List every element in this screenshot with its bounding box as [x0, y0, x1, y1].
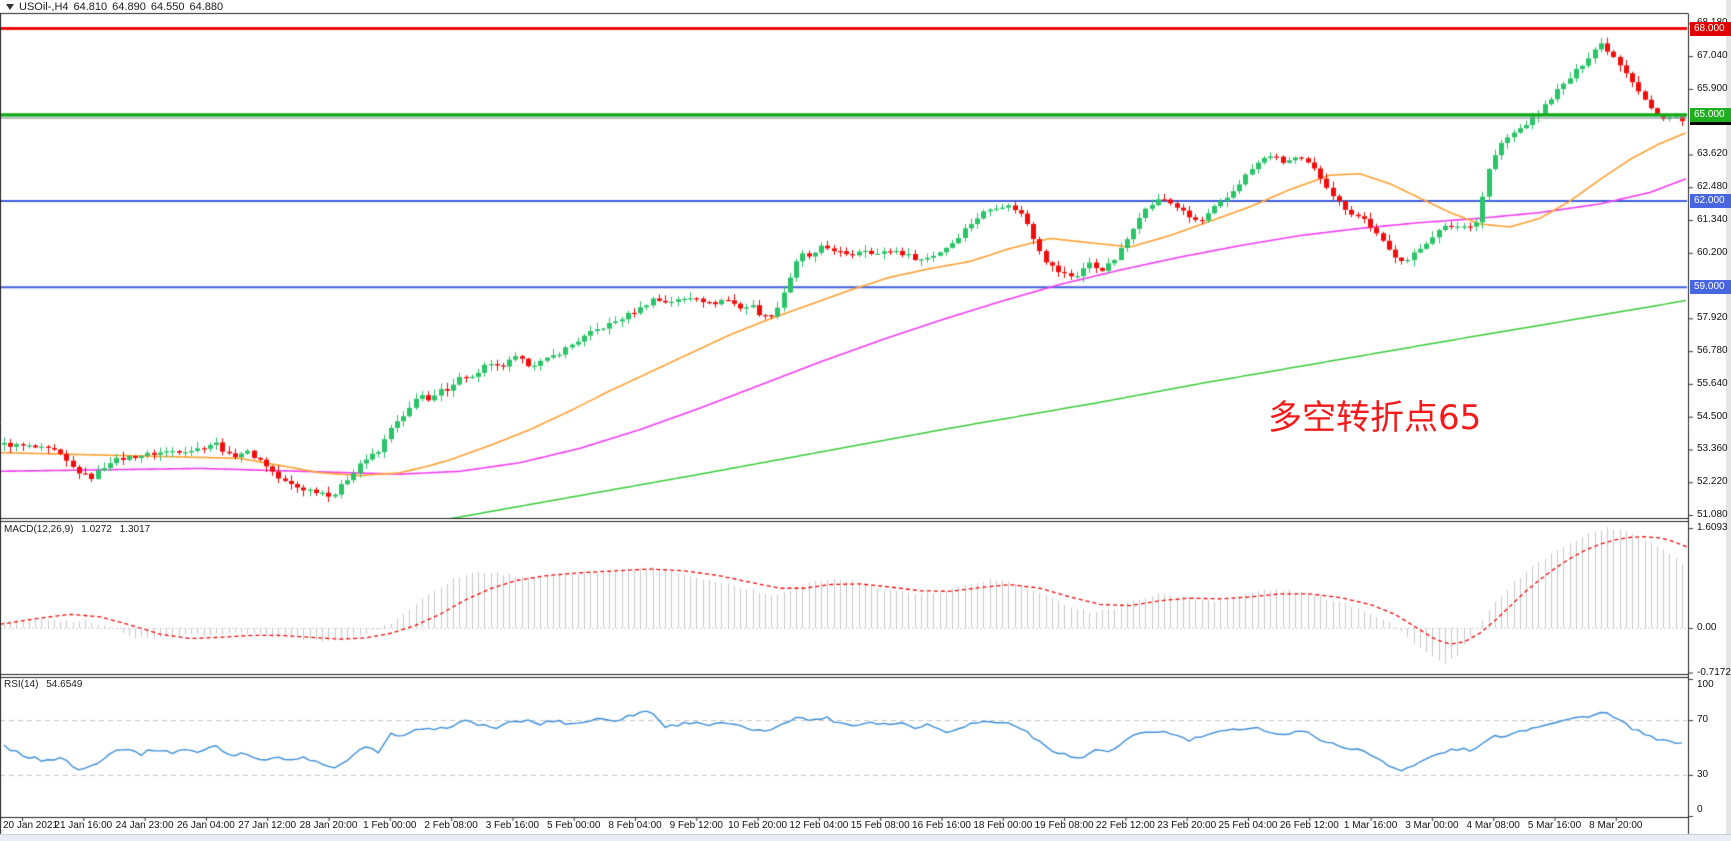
price-axis-label: 65.900	[1697, 82, 1728, 94]
rsi-title: RSI(14)	[4, 679, 39, 690]
price-axis-label: 52.220	[1697, 476, 1728, 488]
date-axis-label: 26 Jan 04:00	[176, 820, 235, 831]
text-annotation: 多空转折点65	[1268, 398, 1482, 438]
price-axis-label: 61.340	[1697, 214, 1728, 226]
date-axis-label: 22 Feb 12:00	[1095, 820, 1155, 831]
date-axis-label: 8 Feb 04:00	[608, 820, 662, 831]
date-axis-label: 20 Jan 2021	[3, 820, 59, 831]
bottom-edge-strip	[0, 834, 1731, 841]
symbol-dropdown-icon[interactable]	[6, 3, 14, 10]
date-axis-label: 8 Mar 20:00	[1589, 820, 1643, 831]
rsi-axis-label: 100	[1697, 679, 1714, 690]
date-axis-label: 23 Feb 20:00	[1157, 820, 1217, 831]
ohlc-low: 64.550	[150, 0, 185, 13]
date-axis-label: 10 Feb 20:00	[728, 820, 788, 831]
date-axis-label: 5 Feb 00:00	[547, 820, 601, 831]
price-axis-label: 67.040	[1697, 50, 1728, 62]
date-axis-label: 18 Feb 00:00	[973, 820, 1033, 831]
price-axis-label: 57.920	[1697, 312, 1728, 324]
price-axis-label: 53.360	[1697, 443, 1728, 455]
date-axis-label: 3 Mar 00:00	[1405, 820, 1459, 831]
price-axis-label: 51.080	[1697, 509, 1728, 520]
price-axis-label: 62.480	[1697, 181, 1728, 193]
price-badge-68000: 68.000	[1690, 21, 1731, 36]
rsi-axis-label: 70	[1697, 714, 1709, 726]
symbol-period-label: USOil-,H4	[19, 0, 69, 13]
right-edge-strip	[1726, 0, 1731, 841]
date-axis-label: 1 Feb 00:00	[363, 820, 417, 831]
rsi-axis-label: 0	[1697, 804, 1703, 815]
price-badge-65000: 65.000	[1690, 107, 1731, 122]
rsi-indicator-header: RSI(14) 54.6549	[4, 679, 87, 690]
date-axis-label: 21 Jan 16:00	[54, 820, 113, 831]
macd-title: MACD(12,26,9)	[4, 524, 74, 535]
ohlc-close: 64.880	[189, 0, 224, 13]
rsi-axis-label: 30	[1697, 768, 1709, 780]
date-axis-label: 24 Jan 23:00	[115, 820, 174, 831]
price-badge-62000: 62.000	[1690, 194, 1731, 209]
date-axis-label: 28 Jan 20:00	[299, 820, 358, 831]
date-axis-label: 15 Feb 08:00	[850, 820, 910, 831]
date-axis-label: 27 Jan 12:00	[238, 820, 297, 831]
date-axis-label: 3 Feb 16:00	[485, 820, 540, 831]
price-axis-label: 63.620	[1697, 148, 1728, 160]
date-axis-label: 12 Feb 04:00	[789, 820, 849, 831]
macd-axis-label: 1.6093	[1697, 522, 1728, 534]
macd-main-value: 1.0272	[81, 524, 112, 535]
price-axis-label: 56.780	[1697, 345, 1728, 357]
date-axis-label: 9 Feb 12:00	[669, 820, 723, 831]
price-badge-59000: 59.000	[1690, 280, 1731, 295]
macd-indicator-header: MACD(12,26,9) 1.0272 1.3017	[4, 524, 155, 535]
date-axis-label: 1 Mar 16:00	[1343, 820, 1398, 831]
price-axis-label: 60.200	[1697, 246, 1728, 258]
macd-signal-value: 1.3017	[119, 524, 151, 535]
ohlc-high: 64.890	[112, 0, 146, 13]
macd-axis-label: -0.7172	[1697, 666, 1731, 678]
date-axis-label: 25 Feb 04:00	[1218, 820, 1278, 831]
date-axis-label: 2 Feb 08:00	[424, 820, 478, 831]
macd-axis-label: 0.00	[1697, 622, 1717, 633]
date-axis-label: 26 Feb 12:00	[1279, 820, 1339, 831]
date-axis-label: 4 Mar 08:00	[1466, 820, 1520, 831]
date-axis-label: 5 Mar 16:00	[1527, 820, 1582, 831]
date-axis-label: 16 Feb 16:00	[912, 820, 971, 831]
price-axis-label: 55.640	[1697, 377, 1728, 389]
chart-title-bar: USOil-,H4 64.810 64.890 64.550 64.880	[6, 0, 228, 13]
price-axis-label: 54.500	[1697, 410, 1728, 422]
ohlc-open: 64.810	[73, 0, 108, 13]
date-axis-label: 19 Feb 08:00	[1034, 820, 1094, 831]
rsi-value: 54.6549	[46, 679, 83, 690]
